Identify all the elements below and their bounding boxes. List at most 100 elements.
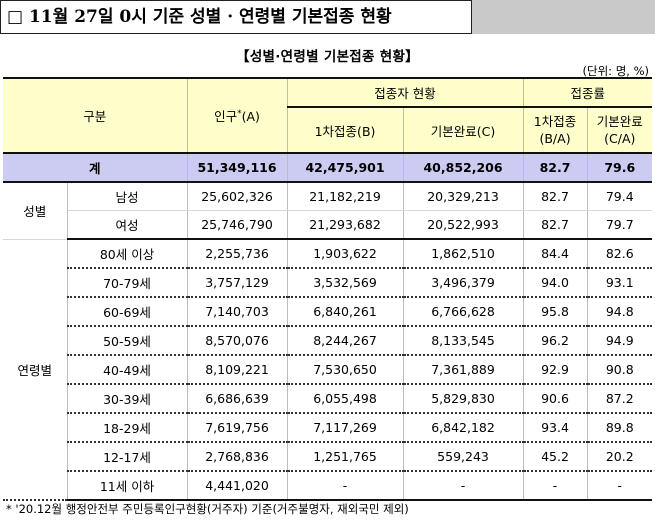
row-first-dose: 6,055,498 xyxy=(287,384,404,414)
header-population-label: 인구 xyxy=(214,109,238,124)
row-population: 2,255,736 xyxy=(187,239,288,269)
row-first-rate: 84.4 xyxy=(523,239,588,269)
row-complete-rate: 79.7 xyxy=(587,210,653,240)
row-first-dose: 8,244,267 xyxy=(287,326,404,356)
row-label: 남성 xyxy=(67,182,188,211)
header-first-dose: 1차접종(B) xyxy=(287,107,404,154)
header-vaccinated-group: 접종자 현황 xyxy=(287,77,524,108)
row-complete-rate: 93.1 xyxy=(587,268,653,298)
row-first-rate: 82.7 xyxy=(523,210,588,240)
row-first-rate: 45.2 xyxy=(523,442,588,472)
unit-note: (단위: 명, %) xyxy=(582,64,649,78)
row-population: 3,757,129 xyxy=(187,268,288,298)
row-first-rate: 95.8 xyxy=(523,297,588,327)
row-population: 2,768,836 xyxy=(187,442,288,472)
total-row: 계 51,349,116 42,475,901 40,852,206 82.7 … xyxy=(3,152,653,183)
table-row: 30-39세 6,686,639 6,055,498 5,829,830 90.… xyxy=(3,384,653,414)
age-group-label: 연령별 xyxy=(3,239,68,501)
row-population: 8,570,076 xyxy=(187,326,288,356)
header-complete-rate-line1: 기본완료 xyxy=(596,114,643,129)
row-completed: 6,842,182 xyxy=(403,413,524,443)
row-label: 50-59세 xyxy=(67,326,188,356)
row-label: 40-49세 xyxy=(67,355,188,385)
row-completed: 6,766,628 xyxy=(403,297,524,327)
row-completed: 8,133,545 xyxy=(403,326,524,356)
table-row: 연령별 80세 이상 2,255,736 1,903,622 1,862,510… xyxy=(3,239,653,501)
row-first-dose: 21,182,219 xyxy=(287,182,404,211)
row-first-dose: 1,251,765 xyxy=(287,442,404,472)
header-category: 구분 xyxy=(3,77,188,154)
row-complete-rate: 20.2 xyxy=(587,442,653,472)
row-label: 11세 이하 xyxy=(67,471,188,501)
header-population-sup: * xyxy=(237,108,242,119)
row-first-rate: 94.0 xyxy=(523,268,588,298)
table-row: 70-79세 3,757,129 3,532,569 3,496,379 94.… xyxy=(3,268,653,298)
row-first-dose: 7,117,269 xyxy=(287,413,404,443)
row-first-rate: 90.6 xyxy=(523,384,588,414)
header-rate-group: 접종률 xyxy=(523,77,653,108)
row-label: 여성 xyxy=(67,210,188,240)
row-completed: 1,862,510 xyxy=(403,239,524,269)
row-first-rate: 82.7 xyxy=(523,182,588,211)
sex-group-label: 성별 xyxy=(3,182,68,240)
row-completed: 20,329,213 xyxy=(403,182,524,211)
row-population: 25,602,326 xyxy=(187,182,288,211)
row-population: 4,441,020 xyxy=(187,471,288,501)
table-row: 11세 이하 4,441,020 - - - - xyxy=(3,471,653,501)
row-first-dose: 3,532,569 xyxy=(287,268,404,298)
header-complete-rate-line2: (C/A) xyxy=(604,131,636,146)
row-completed: 3,496,379 xyxy=(403,268,524,298)
row-population: 25,746,790 xyxy=(187,210,288,240)
row-first-rate: 93.4 xyxy=(523,413,588,443)
table-row: 50-59세 8,570,076 8,244,267 8,133,545 96.… xyxy=(3,326,653,356)
row-label: 18-29세 xyxy=(67,413,188,443)
row-complete-rate: 94.9 xyxy=(587,326,653,356)
table-row: 여성 25,746,790 21,293,682 20,522,993 82.7… xyxy=(3,210,653,240)
row-complete-rate: - xyxy=(587,471,653,501)
row-population: 7,619,756 xyxy=(187,413,288,443)
row-first-dose: 6,840,261 xyxy=(287,297,404,327)
page-title: □ 11월 27일 0시 기준 성별 · 연령별 기본접종 현황 xyxy=(0,0,472,34)
header-row-1: 구분 인구*(A) 접종자 현황 접종률 xyxy=(3,77,653,154)
header-first-rate-line1: 1차접종 xyxy=(533,114,577,129)
row-complete-rate: 87.2 xyxy=(587,384,653,414)
row-completed: 559,243 xyxy=(403,442,524,472)
header-first-rate: 1차접종 (B/A) xyxy=(523,107,588,154)
title-decoration-block xyxy=(472,0,655,34)
row-first-dose: 21,293,682 xyxy=(287,210,404,240)
row-completed: 20,522,993 xyxy=(403,210,524,240)
table-row: 12-17세 2,768,836 1,251,765 559,243 45.2 … xyxy=(3,442,653,472)
row-completed: - xyxy=(403,471,524,501)
row-complete-rate: 79.4 xyxy=(587,182,653,211)
vaccination-table: 구분 인구*(A) 접종자 현황 접종률 1차접종(B) 기본완료(C) 1차접… xyxy=(3,77,653,501)
row-complete-rate: 94.8 xyxy=(587,297,653,327)
table-row: 18-29세 7,619,756 7,117,269 6,842,182 93.… xyxy=(3,413,653,443)
header-complete-rate: 기본완료 (C/A) xyxy=(587,107,653,154)
total-first-dose: 42,475,901 xyxy=(287,152,404,183)
header-row-2: 1차접종(B) 기본완료(C) 1차접종 (B/A) 기본완료 (C/A) xyxy=(3,107,653,154)
row-first-dose: 1,903,622 xyxy=(287,239,404,269)
row-completed: 7,361,889 xyxy=(403,355,524,385)
row-complete-rate: 90.8 xyxy=(587,355,653,385)
total-complete-rate: 79.6 xyxy=(587,152,653,183)
row-label: 60-69세 xyxy=(67,297,188,327)
row-complete-rate: 82.6 xyxy=(587,239,653,269)
row-population: 6,686,639 xyxy=(187,384,288,414)
row-completed: 5,829,830 xyxy=(403,384,524,414)
row-label: 70-79세 xyxy=(67,268,188,298)
total-first-rate: 82.7 xyxy=(523,152,588,183)
header-completed: 기본완료(C) xyxy=(403,107,524,154)
table-row: 40-49세 8,109,221 7,530,650 7,361,889 92.… xyxy=(3,355,653,385)
row-first-dose: - xyxy=(287,471,404,501)
footnote: * '20.12월 행정안전부 주민등록인구현황(거주자) 기준(거주불명자, … xyxy=(6,502,409,516)
row-first-dose: 7,530,650 xyxy=(287,355,404,385)
row-label: 80세 이상 xyxy=(67,239,188,269)
table-caption: 【성별·연령별 기본접종 현황】 xyxy=(236,49,419,65)
total-population: 51,349,116 xyxy=(187,152,288,183)
header-first-rate-line2: (B/A) xyxy=(539,131,571,146)
row-label: 30-39세 xyxy=(67,384,188,414)
row-first-rate: - xyxy=(523,471,588,501)
row-complete-rate: 89.8 xyxy=(587,413,653,443)
total-completed: 40,852,206 xyxy=(403,152,524,183)
header-population: 인구*(A) xyxy=(187,77,288,154)
